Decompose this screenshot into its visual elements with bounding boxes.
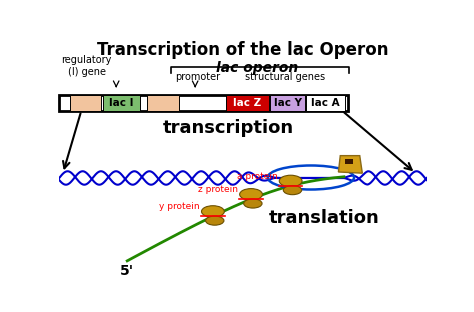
Text: 5': 5' bbox=[120, 265, 134, 279]
Ellipse shape bbox=[240, 189, 263, 200]
FancyBboxPatch shape bbox=[103, 95, 140, 111]
Ellipse shape bbox=[201, 206, 224, 217]
FancyBboxPatch shape bbox=[307, 95, 345, 111]
FancyBboxPatch shape bbox=[227, 95, 269, 111]
FancyBboxPatch shape bbox=[70, 95, 101, 111]
Text: structural genes: structural genes bbox=[245, 71, 325, 81]
Text: y protein: y protein bbox=[159, 202, 200, 211]
Ellipse shape bbox=[279, 175, 302, 187]
Text: z protein: z protein bbox=[198, 185, 238, 194]
Text: lac operon: lac operon bbox=[217, 61, 299, 76]
Polygon shape bbox=[338, 156, 362, 173]
Text: a protein: a protein bbox=[237, 172, 278, 181]
FancyBboxPatch shape bbox=[147, 95, 179, 111]
Text: regulatory
(I) gene: regulatory (I) gene bbox=[62, 56, 112, 77]
Ellipse shape bbox=[206, 216, 224, 225]
Ellipse shape bbox=[283, 186, 301, 195]
FancyBboxPatch shape bbox=[345, 158, 353, 164]
FancyBboxPatch shape bbox=[59, 95, 347, 111]
Text: lac A: lac A bbox=[311, 98, 340, 108]
Text: translation: translation bbox=[268, 209, 379, 227]
FancyBboxPatch shape bbox=[270, 95, 305, 111]
Text: lac Y: lac Y bbox=[273, 98, 301, 108]
Text: lac I: lac I bbox=[109, 98, 134, 108]
Ellipse shape bbox=[244, 199, 262, 208]
Text: lac Z: lac Z bbox=[233, 98, 262, 108]
Text: Transcription of the lac Operon: Transcription of the lac Operon bbox=[97, 41, 389, 59]
Text: promoter: promoter bbox=[175, 71, 220, 81]
Text: transcription: transcription bbox=[163, 119, 294, 137]
